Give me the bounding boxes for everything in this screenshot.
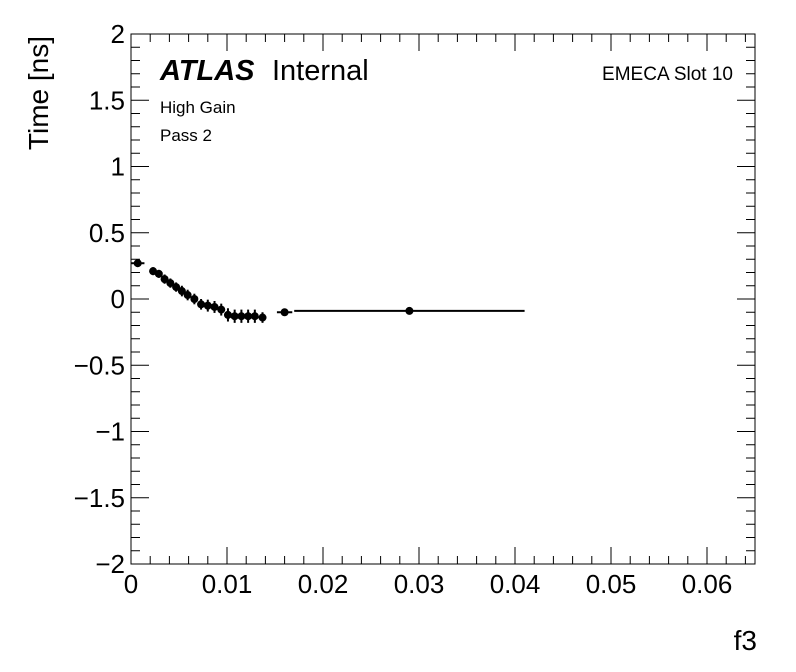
x-tick-label: 0.06 [682, 569, 733, 599]
x-tick-label: 0 [124, 569, 138, 599]
y-tick-label: −1 [95, 417, 125, 447]
point-marker [133, 259, 142, 268]
data-point [294, 306, 525, 315]
y-tick-label: 0 [111, 284, 125, 314]
data-points [131, 259, 525, 323]
data-point [210, 300, 219, 313]
data-point [172, 282, 181, 292]
data-point [230, 309, 239, 323]
point-marker [172, 283, 181, 292]
point-marker [405, 306, 414, 315]
pass-label: Pass 2 [160, 126, 212, 145]
data-point [160, 274, 169, 284]
data-point [217, 303, 226, 316]
point-marker [177, 287, 186, 296]
data-point [131, 259, 145, 268]
ticks [130, 33, 755, 565]
data-point [250, 309, 259, 323]
data-point [258, 312, 267, 323]
data-point [244, 309, 253, 323]
data-point [223, 308, 232, 322]
y-tick-label: 2 [111, 19, 125, 49]
data-point [190, 293, 199, 305]
x-axis-title: f3 [734, 625, 757, 656]
point-marker [217, 305, 226, 314]
y-tick-label: 0.5 [89, 218, 125, 248]
point-marker [203, 301, 212, 310]
x-tick-label: 0.03 [394, 569, 445, 599]
point-marker [280, 308, 289, 317]
tick-labels: 0 0.01 0.02 0.03 0.04 0.05 0.06 −2 −1.5 −1 −0.5 0 0.… [74, 19, 733, 599]
point-marker [230, 312, 239, 321]
data-point [183, 289, 192, 301]
point-marker [223, 310, 232, 319]
point-marker [244, 312, 253, 321]
x-tick-label: 0.05 [586, 569, 637, 599]
point-marker [210, 302, 219, 311]
point-marker [237, 312, 246, 321]
x-tick-label: 0.02 [298, 569, 349, 599]
gain-label: High Gain [160, 98, 236, 117]
data-point [197, 299, 206, 310]
point-marker [190, 295, 199, 303]
point-marker [166, 279, 175, 288]
data-point [166, 278, 175, 288]
y-tick-label: −1.5 [74, 483, 125, 513]
y-tick-label: −0.5 [74, 350, 125, 380]
y-tick-label: 1 [111, 152, 125, 182]
data-point [276, 308, 293, 317]
point-marker [250, 312, 259, 321]
point-marker [183, 291, 192, 300]
slot-label: EMECA Slot 10 [602, 64, 733, 85]
data-point [154, 269, 163, 278]
y-tick-label: −2 [95, 549, 125, 579]
data-point [177, 285, 186, 297]
y-axis-title: Time [ns] [23, 36, 54, 150]
x-tick-label: 0.04 [490, 569, 541, 599]
atlas-label: ATLAS [159, 55, 255, 87]
y-tick-label: 1.5 [89, 85, 125, 115]
point-marker [197, 300, 206, 309]
point-marker [258, 313, 267, 322]
point-marker [160, 275, 169, 284]
data-point [203, 299, 212, 312]
x-tick-label: 0.01 [202, 569, 253, 599]
internal-label: Internal [272, 55, 369, 87]
data-point [237, 309, 246, 323]
point-marker [154, 269, 163, 278]
